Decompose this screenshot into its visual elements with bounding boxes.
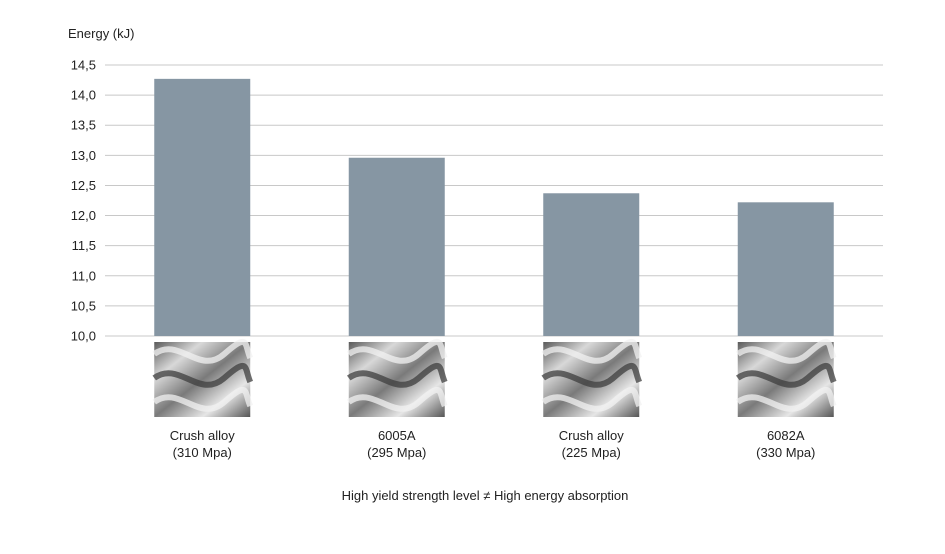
bar — [737, 202, 834, 336]
y-tick-label: 11,5 — [72, 238, 96, 253]
crushed-profile-images — [152, 338, 837, 417]
y-tick-label: 14,5 — [71, 58, 96, 73]
y-tick-labels: 10,0 10,5 11,0 11,5 12,0 12,5 13,0 13,5 14,0 14,5 — [71, 58, 96, 344]
category-label: 6082A — [767, 428, 805, 443]
y-tick-label: 13,5 — [71, 118, 96, 133]
crushed-profile-image — [347, 338, 448, 417]
y-tick-label: 12,0 — [71, 208, 96, 223]
crushed-profile-image — [736, 338, 837, 417]
y-tick-label: 13,0 — [71, 148, 96, 163]
category-label: 6005A — [378, 428, 416, 443]
category-sublabel: (225 Mpa) — [562, 445, 621, 460]
y-axis-label: Energy (kJ) — [68, 26, 134, 41]
y-tick-label: 10,0 — [71, 329, 96, 344]
bar — [543, 193, 640, 336]
bars — [154, 78, 834, 337]
crushed-profile-image — [541, 338, 643, 417]
y-tick-label: 12,5 — [71, 178, 96, 193]
chart-caption: High yield strength level ≠ High energy … — [342, 488, 629, 503]
category-label: Crush alloy — [559, 428, 625, 443]
category-label: Crush alloy — [170, 428, 236, 443]
category-sublabel: (330 Mpa) — [756, 445, 815, 460]
crushed-profile-image — [152, 338, 254, 417]
category-sublabel: (295 Mpa) — [367, 445, 426, 460]
y-tick-label: 11,0 — [72, 268, 96, 283]
category-labels: Crush alloy (310 Mpa) 6005A (295 Mpa) Crush … — [170, 428, 816, 460]
category-sublabel: (310 Mpa) — [173, 445, 232, 460]
y-tick-label: 10,5 — [71, 298, 96, 313]
y-tick-label: 14,0 — [71, 88, 96, 103]
bar — [348, 157, 445, 336]
bar — [154, 78, 251, 337]
